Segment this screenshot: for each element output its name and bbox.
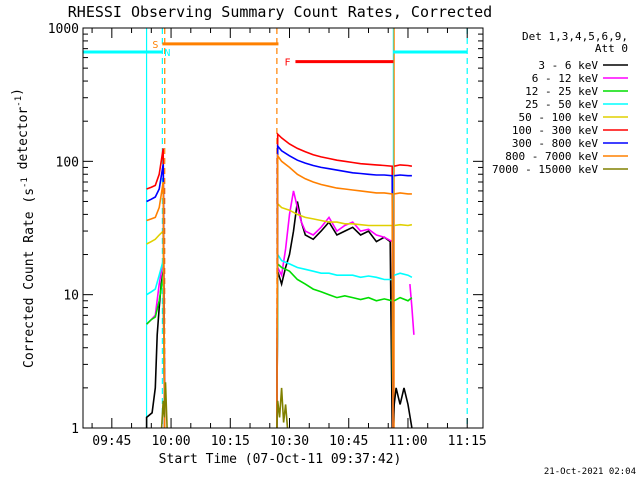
legend-entry-label: 50 - 100 keV [519,111,599,124]
x-tick-label: 09:45 [92,434,131,449]
series-line-7000to15000keV [276,387,289,428]
x-tick-label: 10:00 [151,434,190,449]
legend-entry-label: 6 - 12 keV [532,72,599,85]
legend-entry-label: 25 - 50 keV [525,98,598,111]
legend-entry-label: 800 - 7000 keV [505,150,598,163]
plot-area [145,28,468,428]
y-tick-label: 1000 [48,22,79,37]
series-line-12to25keV [393,296,413,302]
y-axis-label: Corrected Count Rate (s-1 detector-1) [10,88,37,368]
y-axis-label-part: ) [10,88,25,96]
x-tick-label: 10:45 [329,434,368,449]
series-line-800to7000keV [146,181,166,428]
legend-entry-label: 100 - 300 keV [512,124,598,137]
legend-entry-label: 7000 - 15000 keV [492,163,598,176]
series-line-300to800keV [276,143,394,428]
y-tick-label: 100 [56,155,79,170]
legend-entry-label: 300 - 800 keV [512,137,598,150]
plot-frame [82,27,484,429]
y-axis-label-superscript: -1 [14,96,24,107]
y-axis-label-part: Corrected Count Rate (s [22,188,37,368]
state-label-S: S [152,40,158,51]
series-line-12to25keV [276,262,394,428]
legend-header: Det 1,3,4,5,6,9, [522,30,628,43]
state-label-F: F [284,58,290,69]
y-tick-label: 1 [71,422,79,437]
series-line-800to7000keV [394,192,412,195]
x-tick-label: 10:15 [211,434,250,449]
state-label-N: N [164,48,170,59]
legend-entry-label: 3 - 6 keV [538,59,598,72]
series-line-800to7000keV [276,153,394,428]
series-line-6to12keV [276,190,394,428]
x-tick-label: 10:30 [270,434,309,449]
series-line-7000to15000keV [160,382,168,428]
y-axis-label-superscript: -1 [20,177,30,188]
y-tick-label: 10 [63,289,79,304]
series-line-3to6keV [276,201,393,428]
series-line-100to300keV [276,132,394,428]
series-line-100to300keV [394,164,413,167]
chart-title: RHESSI Observing Summary Count Rates, Co… [68,3,492,21]
timestamp: 21-Oct-2021 02:04 [544,467,636,477]
y-axis-label-part: detector [16,107,31,178]
series-line-50to100keV [276,201,394,428]
series-line-6to12keV [409,284,415,335]
series-line-25to50keV [393,272,413,279]
x-tick-label: 11:15 [448,434,487,449]
series-line-25to50keV [276,251,394,428]
legend-entry-label: 12 - 25 keV [525,85,598,98]
legend-header: Att 0 [595,42,628,55]
series-line-50to100keV [394,223,413,227]
x-axis-label: Start Time (07-Oct-11 09:37:42) [159,452,402,467]
series-line-3to6keV [392,387,413,428]
x-tick-label: 11:00 [388,434,427,449]
series-line-300to800keV [394,174,412,177]
